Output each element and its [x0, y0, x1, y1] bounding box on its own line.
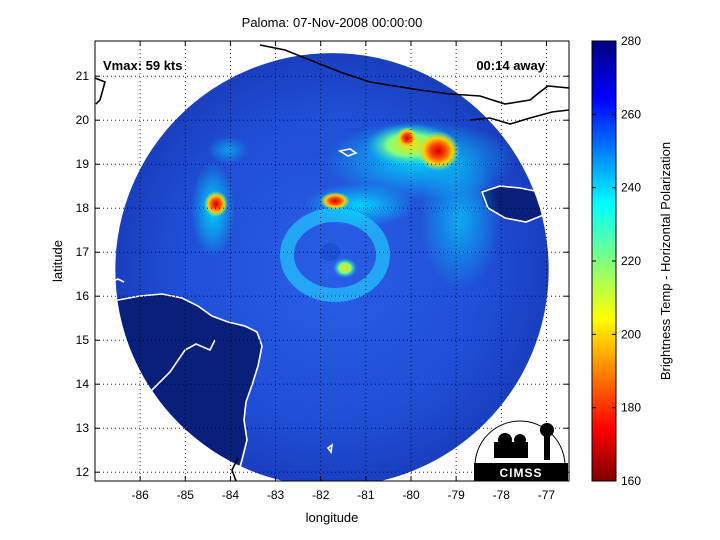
hot-core-north: [396, 127, 418, 149]
colorbar-tick-label: 220: [621, 254, 641, 268]
y-tick-label: 18: [76, 201, 90, 215]
logo-tower-icon: [544, 432, 550, 460]
x-tick-label: -82: [312, 488, 330, 502]
colorbar-tick-label: 260: [621, 107, 641, 121]
colorbar-tick-label: 280: [621, 34, 641, 48]
y-tick-label: 12: [76, 465, 90, 479]
warm-area-eye: [333, 258, 357, 278]
coast-gulf-honduras: [149, 339, 216, 393]
cimss-logo: CIMSS: [474, 420, 568, 481]
y-tick-label: 17: [76, 245, 90, 259]
x-tick-label: -81: [357, 488, 375, 502]
hot-core-northeast: [416, 131, 460, 171]
y-tick-label: 13: [76, 421, 90, 435]
logo-text: CIMSS: [499, 466, 542, 480]
colorbar: 160 180 200 220 240 260 280 Brightness Temp - …: [591, 34, 673, 488]
y-tick-label: 14: [76, 377, 90, 391]
logo-satellite-dish-icon-2: [514, 434, 526, 446]
x-tick-label: -80: [402, 488, 420, 502]
x-tick-label: -85: [177, 488, 195, 502]
logo-tank-icon: [540, 423, 554, 437]
x-tick-label: -79: [447, 488, 465, 502]
coast-nicaragua-east: [231, 457, 239, 481]
colorbar-tick-label: 180: [621, 401, 641, 415]
colorbar-tick-label: 200: [621, 327, 641, 341]
vmax-annotation: Vmax: 59 kts: [103, 58, 183, 73]
y-axis-label: latitude: [50, 240, 65, 282]
x-tick-label: -84: [222, 488, 240, 502]
coast-swan-islands: [107, 278, 125, 284]
x-tick-label: -78: [493, 488, 511, 502]
coast-isle-of-youth: [337, 148, 358, 157]
x-tick-label: -86: [131, 488, 149, 502]
cloud-band-east: [420, 150, 500, 290]
y-tick-label: 19: [76, 157, 90, 171]
logo-banner: [474, 463, 568, 481]
coast-cuba: [259, 44, 569, 105]
x-tick-label: -83: [267, 488, 285, 502]
colorbar-tick-label: 240: [621, 181, 641, 195]
coastlines: [95, 44, 569, 481]
colorbar-label: Brightness Temp - Horizontal Polarizatio…: [658, 142, 673, 380]
hot-core-band: [320, 192, 350, 210]
grid: [95, 41, 569, 481]
coast-cuba-south: [469, 109, 569, 125]
coast-yucatan: [95, 77, 106, 105]
y-tick-label: 15: [76, 333, 90, 347]
axes-frame: [94, 40, 570, 482]
logo-satellite-dish-icon: [498, 433, 512, 447]
brightness-temperature-swath: [115, 53, 549, 481]
y-tick-label: 20: [76, 113, 90, 127]
coast-small-island: [326, 443, 334, 455]
y-tick-label: 21: [76, 69, 90, 83]
coast-jamaica: [480, 185, 553, 223]
x-tick-label: -77: [538, 488, 556, 502]
hot-core-west: [204, 191, 228, 217]
eta-annotation: 00:14 away: [476, 58, 545, 73]
cloud-patch-nw: [208, 136, 248, 164]
coast-central-america: [95, 293, 263, 481]
eye: [320, 243, 340, 261]
colorbar-ticks: 160 180 200 220 240 260 280: [592, 34, 641, 488]
x-axis-label: longitude: [306, 510, 359, 525]
figure-title: Paloma: 07-Nov-2008 00:00:00: [242, 15, 423, 30]
y-tick-label: 16: [76, 289, 90, 303]
x-ticks: -86 -85 -84 -83 -82 -81 -80 -79 -78 -77: [131, 41, 555, 502]
y-ticks: 12 13 14 15 16 17 18 19 20 21: [76, 69, 569, 479]
cloud-band-inner: [305, 183, 415, 227]
colorbar-tick-label: 160: [621, 474, 641, 488]
